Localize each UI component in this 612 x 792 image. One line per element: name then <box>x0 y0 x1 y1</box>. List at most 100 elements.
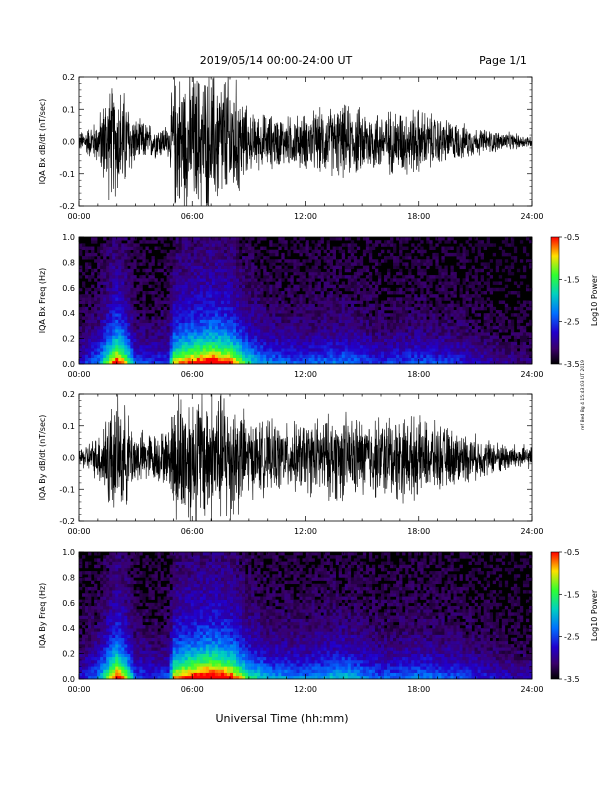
spectrogram-cell <box>82 354 86 358</box>
spectrogram-cell <box>393 256 397 260</box>
spectrogram-cell <box>181 354 185 358</box>
spectrogram-cell <box>163 316 167 320</box>
spectrogram-cell <box>350 306 355 311</box>
spectrogram-cell <box>296 354 300 358</box>
spectrogram-cell <box>127 271 131 276</box>
spectrogram-cell <box>91 325 95 330</box>
spectrogram-cell <box>136 300 140 304</box>
spectrogram-cell <box>323 354 327 358</box>
spectrogram-cell <box>230 322 234 327</box>
spectrogram-cell <box>226 319 231 324</box>
spectrogram-cell <box>269 259 273 263</box>
spectrogram-cell <box>341 297 346 301</box>
spectrogram-cell <box>275 335 279 339</box>
spectrogram-cell <box>516 300 521 304</box>
spectrogram-cell <box>374 313 379 317</box>
spectrogram-cell <box>112 351 116 355</box>
spectrogram-cell <box>480 262 484 266</box>
spectrogram-cell <box>459 294 463 298</box>
spectrogram-cell <box>233 306 237 311</box>
spectrogram-cell <box>359 341 364 346</box>
spectrogram-cell <box>278 332 282 336</box>
spectrogram-cell <box>251 237 255 241</box>
spectrogram-cell <box>377 344 382 349</box>
spectrogram-cell <box>296 319 300 324</box>
spectrogram-cell <box>477 348 481 352</box>
spectrogram-cell <box>426 335 430 339</box>
spectrogram-cell <box>175 243 179 247</box>
spectrogram-cell <box>329 278 333 282</box>
spectrogram-cell <box>480 344 484 349</box>
spectrogram-cell <box>489 303 494 308</box>
spectrogram-cell <box>417 325 421 330</box>
spectrogram-cell <box>239 319 243 324</box>
spectrogram-cell <box>278 319 282 324</box>
spectrogram-cell <box>118 268 122 273</box>
spectrogram-cell <box>471 275 475 279</box>
spectrogram-cell <box>169 341 173 346</box>
spectrogram-cell <box>408 294 412 298</box>
spectrogram-cell <box>214 335 219 339</box>
spectrogram-cell <box>387 319 391 324</box>
spectrogram-cell <box>399 297 403 301</box>
spectrogram-cell <box>393 313 397 317</box>
spectrogram-cell <box>522 338 527 343</box>
spectrogram-cell <box>359 335 364 339</box>
spectrogram-cell <box>121 249 125 254</box>
spectrogram-cell <box>275 354 279 358</box>
spectrogram-cell <box>184 246 189 250</box>
spectrogram-cell <box>393 354 397 358</box>
spectrogram-cell <box>408 332 412 336</box>
spectrogram-cell <box>411 249 415 254</box>
spectrogram-cell <box>263 287 267 292</box>
spectrogram-cell <box>429 262 433 266</box>
spectrogram-cell <box>130 351 134 355</box>
spectrogram-cell <box>489 360 494 365</box>
spectrogram-cell <box>199 265 204 270</box>
spectrogram-cell <box>399 300 403 304</box>
spectrogram-cell <box>103 322 107 327</box>
spectrogram-cell <box>341 325 346 330</box>
spectrogram-cell <box>377 338 382 343</box>
spectrogram-cell <box>362 287 367 292</box>
spectrogram-cell <box>444 316 448 320</box>
spectrogram-cell <box>501 252 506 257</box>
spectrogram-cell <box>199 290 204 295</box>
spectrogram-cell <box>184 306 189 311</box>
spectrogram-cell <box>100 243 104 247</box>
spectrogram-cell <box>374 300 379 304</box>
spectrogram-cell <box>299 271 303 276</box>
spectrogram-cell <box>432 319 436 324</box>
spectrogram-cell <box>299 278 303 282</box>
spectrogram-cell <box>181 303 185 308</box>
spectrogram-cell <box>248 360 252 365</box>
spectrogram-cell <box>257 237 261 241</box>
spectrogram-cell <box>326 316 330 320</box>
spectrogram-cell <box>450 237 454 241</box>
spectrogram-cell <box>254 316 258 320</box>
spectrogram-cell <box>453 284 457 289</box>
spectrogram-cell <box>353 294 358 298</box>
spectrogram-cell <box>468 351 472 355</box>
spectrogram-cell <box>226 290 231 295</box>
spectrogram-cell <box>377 354 382 358</box>
spectrogram-cell <box>257 284 261 289</box>
spectrogram-cell <box>332 348 336 352</box>
spectrogram-cell <box>187 310 192 314</box>
spectrogram-cell <box>347 360 352 365</box>
spectrogram-cell <box>109 306 113 311</box>
spectrogram-cell <box>356 313 361 317</box>
spectrogram-cell <box>130 237 134 241</box>
spectrogram-cell <box>172 341 176 346</box>
spectrogram-cell <box>377 325 382 330</box>
spectrogram-cell <box>272 329 276 333</box>
spectrogram-cell <box>377 275 382 279</box>
spectrogram-cell <box>447 348 451 352</box>
spectrogram-cell <box>338 344 343 349</box>
spectrogram-cell <box>426 338 430 343</box>
spectrogram-cell <box>233 243 237 247</box>
spectrogram-cell <box>353 325 358 330</box>
spectrogram-cell <box>257 268 261 273</box>
spectrogram-cell <box>522 344 527 349</box>
spectrogram-cell <box>94 303 98 308</box>
